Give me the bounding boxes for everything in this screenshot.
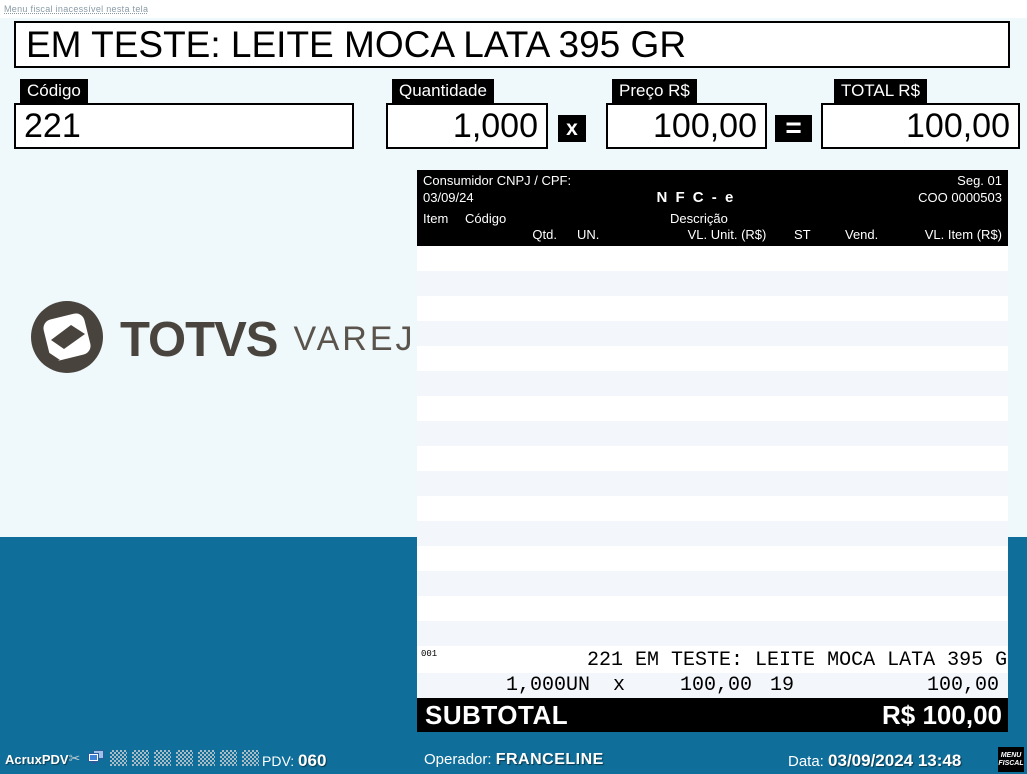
item-vl-unit: 100,00 bbox=[679, 674, 752, 697]
operator-name: FRANCELINE bbox=[495, 751, 604, 768]
item-number: 001 bbox=[421, 649, 438, 659]
col-descricao: Descrição bbox=[670, 211, 728, 226]
col-st: ST bbox=[794, 227, 811, 242]
item-code-description: 221 EM TESTE: LEITE MOCA LATA 395 GR bbox=[587, 648, 1008, 673]
equals-icon: = bbox=[775, 114, 812, 142]
codigo-input[interactable]: 221 bbox=[14, 103, 354, 149]
document-icon[interactable] bbox=[220, 750, 237, 766]
operator-label: Operador: bbox=[424, 751, 492, 768]
receipt-item-list bbox=[417, 246, 1008, 648]
codigo-label: Código bbox=[20, 79, 88, 104]
operator-indicator: Operador: FRANCELINE bbox=[424, 751, 604, 769]
subtotal-label: SUBTOTAL bbox=[425, 699, 569, 730]
col-vl-unit: VL. Unit. (R$) bbox=[687, 227, 767, 242]
menu-fiscal-line1: MENU bbox=[1000, 751, 1022, 759]
receipt-title: N F C - e bbox=[656, 189, 736, 206]
preco-label: Preço R$ bbox=[612, 79, 697, 104]
pdv-indicator: PDV: 060 bbox=[262, 751, 326, 771]
date-label: Data: bbox=[788, 753, 824, 770]
menu-fiscal-line2: FISCAL bbox=[998, 759, 1024, 767]
receipt-item-row-2: 1,000 UN x 100,00 19 100,00 bbox=[417, 673, 1008, 698]
subtotal-bar: SUBTOTAL R$ 100,00 bbox=[417, 698, 1008, 732]
item-qty: 1,000 bbox=[505, 674, 566, 697]
col-qtd: Qtd. bbox=[532, 227, 557, 242]
shield-icon[interactable] bbox=[176, 750, 193, 766]
date-value: 03/09/2024 13:48 bbox=[828, 751, 962, 770]
item-code: 221 bbox=[587, 649, 624, 672]
coo-number: COO 0000503 bbox=[918, 190, 1002, 205]
receipt-header: Consumidor CNPJ / CPF: Seg. 01 03/09/24 … bbox=[417, 170, 1008, 246]
quantidade-input[interactable]: 1,000 bbox=[386, 103, 548, 149]
item-st: 19 bbox=[770, 674, 795, 697]
top-menu-strip: Menu fiscal inacessível nesta tela bbox=[0, 0, 1027, 18]
totvs-wordmark: TOTVS bbox=[120, 312, 278, 367]
item-vl-item: 100,00 bbox=[926, 674, 999, 697]
keyboard-icon[interactable] bbox=[154, 750, 171, 766]
status-bar: AcruxPDV ✂ PDV: 060 Operador: FRANCELINE… bbox=[0, 744, 1027, 774]
receipt-date: 03/09/24 bbox=[423, 190, 474, 205]
item-un: UN bbox=[566, 674, 591, 697]
menu-fiscal-button[interactable]: MENU FISCAL bbox=[998, 747, 1024, 772]
consumer-label: Consumidor CNPJ / CPF: bbox=[423, 173, 572, 188]
fiscal-menu-hint: Menu fiscal inacessível nesta tela bbox=[4, 4, 149, 14]
product-name-display: EM TESTE: LEITE MOCA LATA 395 GR bbox=[14, 21, 1010, 68]
app-name: AcruxPDV bbox=[5, 752, 69, 767]
pdv-number: 060 bbox=[298, 751, 327, 770]
pdv-label: PDV: bbox=[262, 753, 295, 769]
receipt-item-row-1: 001 221 EM TESTE: LEITE MOCA LATA 395 GR bbox=[417, 648, 1008, 673]
display-icon[interactable] bbox=[110, 750, 127, 766]
col-item: Item bbox=[423, 211, 449, 226]
col-un: UN. bbox=[577, 227, 600, 242]
subtotal-value: R$ 100,00 bbox=[882, 699, 1002, 730]
item-description: EM TESTE: LEITE MOCA LATA 395 GR bbox=[635, 649, 1008, 672]
col-vend: Vend. bbox=[845, 227, 879, 242]
seg-number: Seg. 01 bbox=[957, 173, 1002, 188]
preco-input[interactable]: 100,00 bbox=[606, 103, 767, 149]
toolbar-icons: ✂ bbox=[66, 750, 259, 766]
scissors-icon[interactable]: ✂ bbox=[68, 750, 81, 766]
total-display: 100,00 bbox=[821, 103, 1020, 149]
tag-icon[interactable] bbox=[132, 750, 149, 766]
datetime-indicator: Data: 03/09/2024 13:48 bbox=[788, 751, 961, 771]
multiply-icon: x bbox=[558, 115, 586, 142]
nfce-receipt-panel: Consumidor CNPJ / CPF: Seg. 01 03/09/24 … bbox=[417, 170, 1008, 732]
col-codigo: Código bbox=[465, 211, 507, 226]
totvs-logo-icon bbox=[30, 300, 104, 379]
grid-icon[interactable] bbox=[242, 750, 259, 766]
user-icon[interactable] bbox=[198, 750, 215, 766]
item-times: x bbox=[613, 674, 626, 697]
col-vl-item: VL. Item (R$) bbox=[924, 227, 1002, 242]
totvs-logo: TOTVS VAREJO bbox=[30, 300, 445, 379]
quantidade-label: Quantidade bbox=[392, 79, 494, 104]
monitors-icon[interactable] bbox=[88, 750, 105, 766]
total-label: TOTAL R$ bbox=[834, 79, 928, 104]
